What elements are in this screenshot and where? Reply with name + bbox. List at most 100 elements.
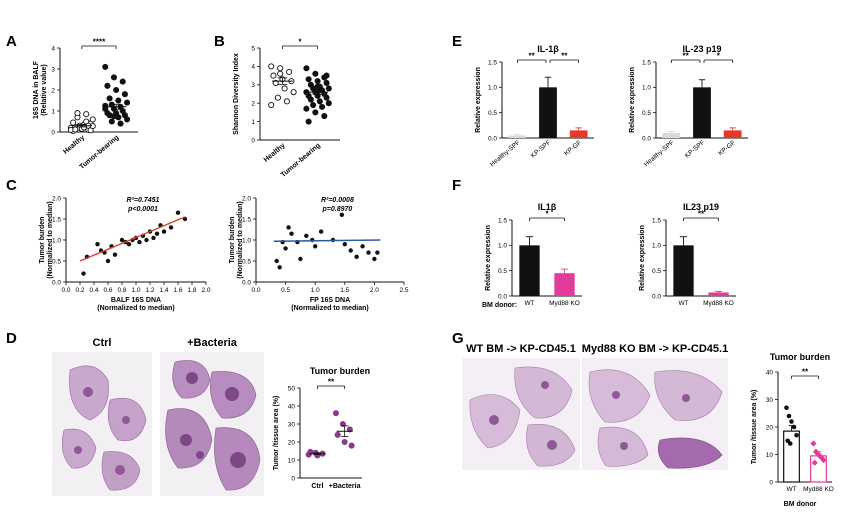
A-point	[70, 119, 77, 126]
B-point	[321, 113, 328, 120]
C1-y-label-2: (Normalized to median)	[47, 201, 54, 278]
A-point	[108, 118, 115, 125]
A-point	[110, 113, 118, 120]
B-point	[303, 105, 310, 112]
G-sig-label: **	[802, 368, 809, 377]
B-y-tick-label: 3	[251, 82, 255, 89]
B-y-tick-label: 0	[251, 137, 255, 144]
E1-sig-label: **	[561, 52, 568, 61]
A-point	[83, 111, 90, 118]
D-category-label: Ctrl	[311, 483, 323, 490]
C2-point	[339, 212, 345, 217]
B-point	[325, 100, 332, 107]
C1-y-label: Tumor burden	[39, 217, 46, 264]
E2-y-tick-label: 1.0	[642, 85, 651, 92]
B-point	[314, 78, 321, 85]
C1-point	[119, 237, 125, 243]
C1-y-tick-label: 0.0	[52, 279, 61, 286]
panel-g-wt-label: WT BM -> KP-CD45.1	[466, 343, 576, 355]
C2-x-tick-label: 1.0	[311, 287, 320, 294]
C1-x-tick-label: 0.8	[117, 287, 126, 294]
B-point	[277, 70, 284, 77]
panel-f-bm-label: BM donor:	[482, 302, 517, 309]
B-y-tick-label: 5	[251, 45, 255, 52]
G-y-tick-label: 0	[769, 479, 773, 486]
A-y-tick-label: 0	[51, 129, 55, 136]
C2-point	[283, 246, 288, 251]
C1-point	[151, 235, 156, 241]
F1-title: IL1β	[538, 202, 557, 212]
G-point	[791, 424, 797, 430]
B-point	[307, 96, 314, 103]
F1-y-label: Relative expression	[485, 225, 492, 291]
panel-d-chart-title: Tumor burden	[310, 366, 370, 376]
E2-category-label: KP-SPF	[684, 139, 707, 159]
B-point	[286, 68, 293, 75]
D-point	[307, 448, 314, 455]
C2-x-label-2: (Normalized to median)	[291, 305, 368, 312]
D-y-tick-label: 10	[288, 457, 296, 464]
A-point	[102, 102, 109, 109]
panel-c-letter: C	[6, 177, 17, 194]
C1-x-label: BALF 16S DNA	[111, 297, 161, 304]
C1-x-tick-label: 0.6	[103, 287, 112, 294]
B-point	[283, 98, 290, 105]
C2-point	[274, 258, 279, 264]
D-point	[348, 442, 355, 449]
G-point	[810, 440, 817, 447]
G-point	[794, 432, 799, 438]
G-y-tick-label: 20	[766, 424, 774, 431]
A-point	[113, 86, 120, 94]
panel-b-letter: B	[214, 33, 225, 50]
G-point	[784, 405, 789, 411]
E2-bar	[662, 132, 681, 138]
panel-g-ko-image	[582, 358, 728, 470]
A-y-tick-label: 2	[51, 87, 55, 94]
B-point	[290, 89, 297, 96]
B-point	[323, 94, 330, 101]
E1-y-tick-label: 1.0	[488, 85, 497, 92]
G-point	[789, 419, 794, 424]
panel-e-letter: E	[452, 33, 462, 50]
C2-y-tick-label: 1.0	[242, 237, 251, 244]
G-category-label: WT	[786, 486, 796, 493]
C2-point	[313, 244, 318, 249]
F2-y-tick-label: 0.0	[652, 293, 661, 300]
F1-sig-label: *	[545, 210, 549, 219]
E2-bar	[693, 87, 711, 138]
F2-y-tick-label: 1.5	[652, 217, 661, 224]
D-y-tick-label: 20	[288, 439, 296, 446]
C1-x-tick-label: 1.2	[145, 287, 154, 294]
A-point	[102, 63, 109, 70]
B-point	[325, 85, 332, 92]
D-y-tick-label: 40	[288, 403, 296, 410]
A-point	[110, 74, 118, 81]
C1-point	[81, 271, 86, 276]
D-y-tick-label: 0	[291, 475, 295, 482]
C1-y-tick-label: 1.5	[52, 216, 61, 223]
panel-d-ctrl-label: Ctrl	[93, 337, 112, 349]
panel-d-bacteria-label: +Bacteria	[187, 337, 238, 349]
B-point	[319, 103, 326, 110]
C2-r2: R²=0.0008	[321, 197, 354, 204]
B-point	[274, 94, 281, 101]
C1-x-tick-label: 1.0	[131, 287, 140, 294]
C1-x-tick-label: 1.4	[159, 287, 168, 294]
C1-point	[144, 237, 149, 243]
F1-bar	[554, 273, 575, 296]
F1-y-tick-label: 1.5	[498, 217, 507, 224]
A-y-tick-label: 4	[51, 45, 55, 52]
B-point	[323, 72, 330, 79]
A-point	[121, 91, 128, 98]
C1-x-tick-label: 0.4	[89, 287, 98, 294]
E1-y-tick-label: 0.5	[488, 110, 497, 117]
E2-sig-label: *	[717, 52, 721, 61]
D-y-label: Tumor /tissue area (%)	[273, 396, 280, 471]
panel-d-letter: D	[6, 330, 17, 347]
E2-category-label: Healthy-SPF	[643, 139, 676, 168]
C2-x-label: FP 16S DNA	[310, 297, 350, 304]
E2-bar	[723, 130, 742, 138]
C1-point	[112, 252, 118, 257]
E2-category-label: KP-GF	[717, 139, 737, 157]
